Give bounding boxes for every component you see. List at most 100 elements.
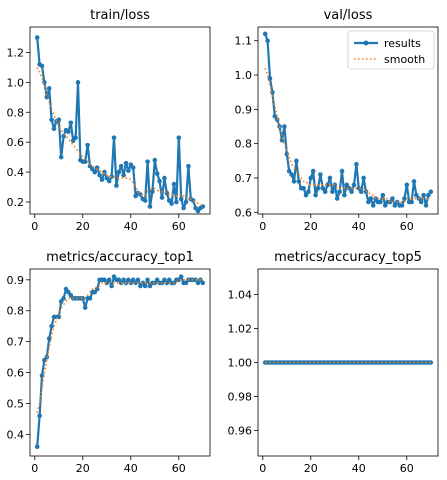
legend-box: [347, 30, 435, 70]
results-point: [322, 189, 328, 194]
results-point: [272, 113, 278, 119]
x-tick-label: 20: [76, 462, 90, 475]
results-point: [102, 277, 107, 283]
results-point: [301, 185, 306, 191]
results-point: [325, 182, 330, 188]
legend-label-results: results: [384, 37, 421, 50]
results-point: [370, 203, 376, 208]
results-point: [133, 280, 138, 286]
results-point: [164, 280, 170, 286]
x-tick-label: 40: [352, 220, 366, 233]
results-point: [334, 196, 340, 201]
results-point: [169, 201, 174, 206]
results-point: [344, 182, 350, 188]
results-point: [118, 163, 124, 169]
results-line: [36, 37, 204, 213]
results-point: [318, 172, 323, 177]
series-smooth: [264, 67, 431, 203]
results-point: [342, 192, 347, 198]
results-point: [176, 277, 182, 283]
results-point: [46, 86, 52, 91]
results-point: [186, 163, 191, 169]
results-point: [390, 196, 395, 201]
results-point: [327, 175, 333, 181]
results-point: [286, 168, 292, 174]
results-point: [37, 413, 42, 419]
results-point: [320, 185, 326, 191]
x-tick-label: 60: [172, 220, 186, 233]
results-point: [34, 35, 40, 40]
results-point: [174, 199, 179, 205]
results-point: [61, 296, 66, 301]
results-point: [178, 274, 184, 280]
results-point: [418, 199, 424, 205]
x-tick-label: 0: [259, 462, 266, 475]
results-point: [111, 135, 117, 140]
results-point: [392, 203, 398, 208]
results-point: [310, 168, 316, 174]
results-point: [265, 38, 270, 44]
x-tick-label: 20: [304, 462, 318, 475]
results-point: [423, 203, 429, 208]
results-point: [106, 178, 112, 184]
results-point: [308, 175, 314, 181]
x-tick-label: 0: [31, 220, 38, 233]
results-point: [58, 299, 64, 304]
results-point: [152, 157, 158, 163]
results-point: [92, 169, 98, 175]
results-point: [80, 296, 86, 301]
y-tick-label: 0.96: [228, 425, 253, 438]
results-point: [42, 357, 47, 363]
results-point: [109, 283, 114, 289]
results-point: [171, 181, 177, 187]
results-point: [128, 280, 134, 286]
results-point: [94, 165, 100, 170]
y-tick-label: 0.6: [7, 136, 25, 149]
results-point: [351, 182, 357, 188]
results-point: [82, 159, 88, 164]
results-point: [368, 196, 374, 201]
results-point: [147, 283, 153, 289]
results-point: [126, 277, 131, 283]
results-point: [354, 161, 359, 167]
y-tick-label: 0.98: [228, 391, 253, 404]
results-point: [152, 280, 158, 286]
results-point: [349, 189, 354, 194]
results-point: [99, 177, 105, 182]
results-point: [34, 444, 40, 450]
results-point: [66, 289, 71, 295]
results-point: [291, 179, 297, 184]
results-point: [399, 203, 405, 208]
results-point: [358, 189, 364, 194]
results-point: [111, 274, 117, 280]
results-point: [123, 160, 129, 166]
x-tick-label: 20: [304, 220, 318, 233]
results-point: [145, 159, 150, 164]
results-point: [176, 135, 182, 140]
results-point: [296, 179, 302, 184]
results-point: [116, 277, 122, 283]
axes-frame: [29, 268, 211, 457]
y-tick-label: 1.04: [228, 289, 253, 302]
subplot-title: train/loss: [90, 8, 150, 23]
results-point: [356, 185, 362, 191]
legend: results smooth: [347, 30, 435, 70]
subplot-title: metrics/accuracy_top5: [274, 250, 422, 265]
results-point: [159, 195, 165, 200]
y-tick-label: 0.7: [235, 172, 253, 185]
results-point: [426, 192, 431, 198]
results-point: [157, 178, 162, 184]
results-point: [378, 199, 383, 205]
results-point: [49, 117, 54, 123]
x-tick-label: 0: [31, 462, 38, 475]
results-point: [87, 296, 93, 301]
results-point: [306, 189, 311, 194]
y-tick-label: 1.0: [7, 76, 25, 89]
results-point: [178, 196, 184, 202]
x-tick-label: 40: [124, 220, 138, 233]
subplot-4: metrics/accuracy_top5 0 20 40 60 0.96 0.98 1.00…: [228, 250, 439, 475]
y-tick-label: 0.8: [7, 106, 25, 119]
x-tick-label: 40: [352, 462, 366, 475]
results-point: [135, 277, 141, 283]
x-tick-label: 40: [124, 462, 138, 475]
